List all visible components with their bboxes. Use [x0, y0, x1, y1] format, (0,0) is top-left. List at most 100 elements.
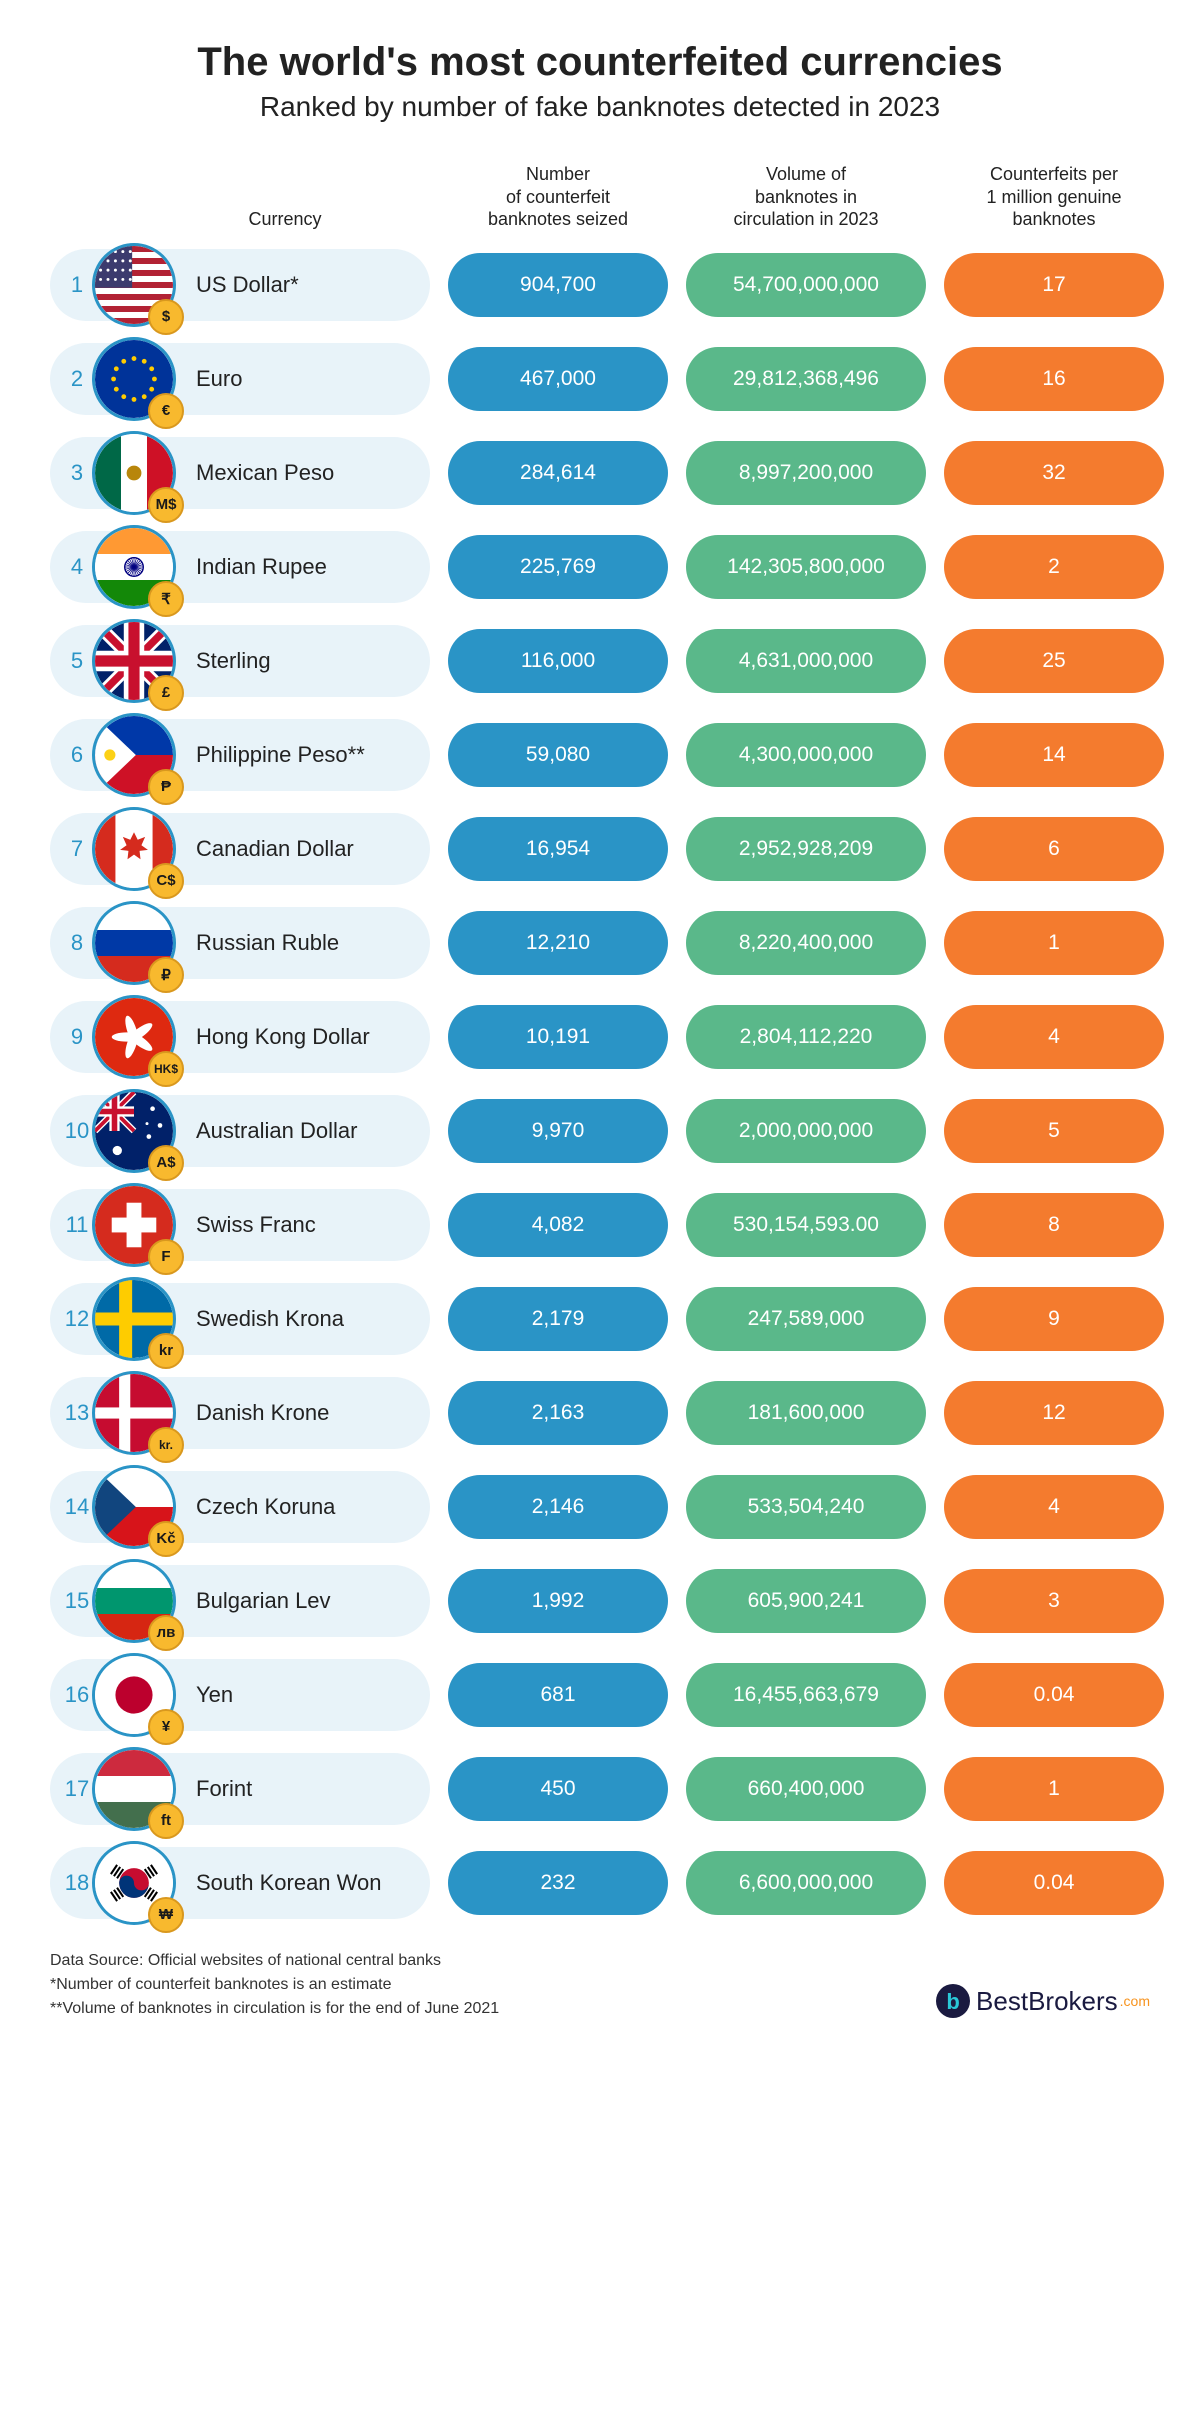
currency-symbol-badge: £: [148, 675, 184, 711]
page-title: The world's most counterfeited currencie…: [50, 40, 1150, 85]
volume-pill: 605,900,241: [686, 1569, 926, 1633]
volume-pill: 2,000,000,000: [686, 1099, 926, 1163]
permil-pill: 8: [944, 1193, 1164, 1257]
currency-cell: 11 F Swiss Franc: [50, 1189, 430, 1261]
volume-pill: 29,812,368,496: [686, 347, 926, 411]
currency-symbol-badge: ₱: [148, 769, 184, 805]
footnote: *Number of counterfeit banknotes is an e…: [50, 1973, 499, 1997]
permil-pill: 14: [944, 723, 1164, 787]
currency-symbol-badge: M$: [148, 487, 184, 523]
flag-wrap: F: [92, 1183, 176, 1267]
currency-symbol-badge: ₽: [148, 957, 184, 993]
table-row: 7 C$ Canadian Dollar 16,954 2,952,928,20…: [50, 813, 1150, 885]
currency-cell: 13 kr. Danish Krone: [50, 1377, 430, 1449]
seized-pill: 225,769: [448, 535, 668, 599]
seized-pill: 904,700: [448, 253, 668, 317]
currency-name: Australian Dollar: [196, 1118, 357, 1144]
header-currency: Currency: [50, 208, 430, 231]
currency-name: Canadian Dollar: [196, 836, 354, 862]
volume-pill: 533,504,240: [686, 1475, 926, 1539]
flag-wrap: $: [92, 243, 176, 327]
seized-pill: 116,000: [448, 629, 668, 693]
currency-cell: 16 ¥ Yen: [50, 1659, 430, 1731]
page-subtitle: Ranked by number of fake banknotes detec…: [50, 91, 1150, 123]
seized-pill: 232: [448, 1851, 668, 1915]
flag-wrap: A$: [92, 1089, 176, 1173]
seized-pill: 16,954: [448, 817, 668, 881]
permil-pill: 12: [944, 1381, 1164, 1445]
volume-pill: 16,455,663,679: [686, 1663, 926, 1727]
currency-name: US Dollar*: [196, 272, 299, 298]
table-row: 3 M$ Mexican Peso 284,614 8,997,200,000 …: [50, 437, 1150, 509]
permil-pill: 4: [944, 1005, 1164, 1069]
currency-name: Swedish Krona: [196, 1306, 344, 1332]
flag-wrap: ¥: [92, 1653, 176, 1737]
logo-name: BestBrokers: [976, 1982, 1118, 2021]
footnote: Data Source: Official websites of nation…: [50, 1949, 499, 1973]
currency-cell: 12 kr Swedish Krona: [50, 1283, 430, 1355]
flag-wrap: HK$: [92, 995, 176, 1079]
seized-pill: 59,080: [448, 723, 668, 787]
footnote: **Volume of banknotes in circulation is …: [50, 1997, 499, 2021]
currency-cell: 6 ₱ Philippine Peso**: [50, 719, 430, 791]
currency-name: Hong Kong Dollar: [196, 1024, 370, 1050]
currency-name: Euro: [196, 366, 242, 392]
rank-number: 7: [64, 813, 90, 885]
flag-wrap: Kč: [92, 1465, 176, 1549]
currency-name: Sterling: [196, 648, 271, 674]
currency-cell: 2 € Euro: [50, 343, 430, 415]
seized-pill: 450: [448, 1757, 668, 1821]
header-seized: Number of counterfeit banknotes seized: [448, 163, 668, 231]
currency-cell: 18 ₩ South Korean Won: [50, 1847, 430, 1919]
permil-pill: 5: [944, 1099, 1164, 1163]
flag-wrap: C$: [92, 807, 176, 891]
footer: Data Source: Official websites of nation…: [50, 1949, 1150, 2021]
currency-symbol-badge: F: [148, 1239, 184, 1275]
permil-pill: 17: [944, 253, 1164, 317]
permil-pill: 1: [944, 1757, 1164, 1821]
seized-pill: 10,191: [448, 1005, 668, 1069]
column-headers: Currency Number of counterfeit banknotes…: [50, 163, 1150, 231]
table-row: 2 € Euro 467,000 29,812,368,496 16: [50, 343, 1150, 415]
currency-symbol-badge: ₩: [148, 1897, 184, 1933]
permil-pill: 0.04: [944, 1851, 1164, 1915]
logo: b BestBrokers .com: [936, 1982, 1150, 2021]
rank-number: 5: [64, 625, 90, 697]
flag-wrap: ₱: [92, 713, 176, 797]
permil-pill: 6: [944, 817, 1164, 881]
volume-pill: 530,154,593.00: [686, 1193, 926, 1257]
currency-cell: 8 ₽ Russian Ruble: [50, 907, 430, 979]
currency-name: South Korean Won: [196, 1870, 382, 1896]
rank-number: 18: [64, 1847, 90, 1919]
seized-pill: 9,970: [448, 1099, 668, 1163]
flag-wrap: ft: [92, 1747, 176, 1831]
rank-number: 8: [64, 907, 90, 979]
rank-number: 17: [64, 1753, 90, 1825]
flag-wrap: M$: [92, 431, 176, 515]
seized-pill: 2,179: [448, 1287, 668, 1351]
table-row: 9 HK$ Hong Kong Dollar 10,191 2,804,112,…: [50, 1001, 1150, 1073]
table-row: 16 ¥ Yen 681 16,455,663,679 0.04: [50, 1659, 1150, 1731]
rank-number: 9: [64, 1001, 90, 1073]
currency-cell: 17 ft Forint: [50, 1753, 430, 1825]
rank-number: 14: [64, 1471, 90, 1543]
currency-symbol-badge: ₹: [148, 581, 184, 617]
currency-symbol-badge: ¥: [148, 1709, 184, 1745]
volume-pill: 2,804,112,220: [686, 1005, 926, 1069]
table-row: 11 F Swiss Franc 4,082 530,154,593.00 8: [50, 1189, 1150, 1261]
currency-name: Russian Ruble: [196, 930, 339, 956]
logo-icon: b: [936, 1984, 970, 2018]
header-volume: Volume of banknotes in circulation in 20…: [686, 163, 926, 231]
currency-cell: 1 $ US Dollar*: [50, 249, 430, 321]
table-row: 12 kr Swedish Krona 2,179 247,589,000 9: [50, 1283, 1150, 1355]
permil-pill: 4: [944, 1475, 1164, 1539]
rank-number: 16: [64, 1659, 90, 1731]
flag-wrap: лв: [92, 1559, 176, 1643]
currency-cell: 14 Kč Czech Koruna: [50, 1471, 430, 1543]
seized-pill: 467,000: [448, 347, 668, 411]
currency-cell: 4 ₹ Indian Rupee: [50, 531, 430, 603]
rank-number: 11: [64, 1189, 90, 1261]
logo-suffix: .com: [1120, 1991, 1150, 2012]
currency-name: Bulgarian Lev: [196, 1588, 331, 1614]
permil-pill: 1: [944, 911, 1164, 975]
